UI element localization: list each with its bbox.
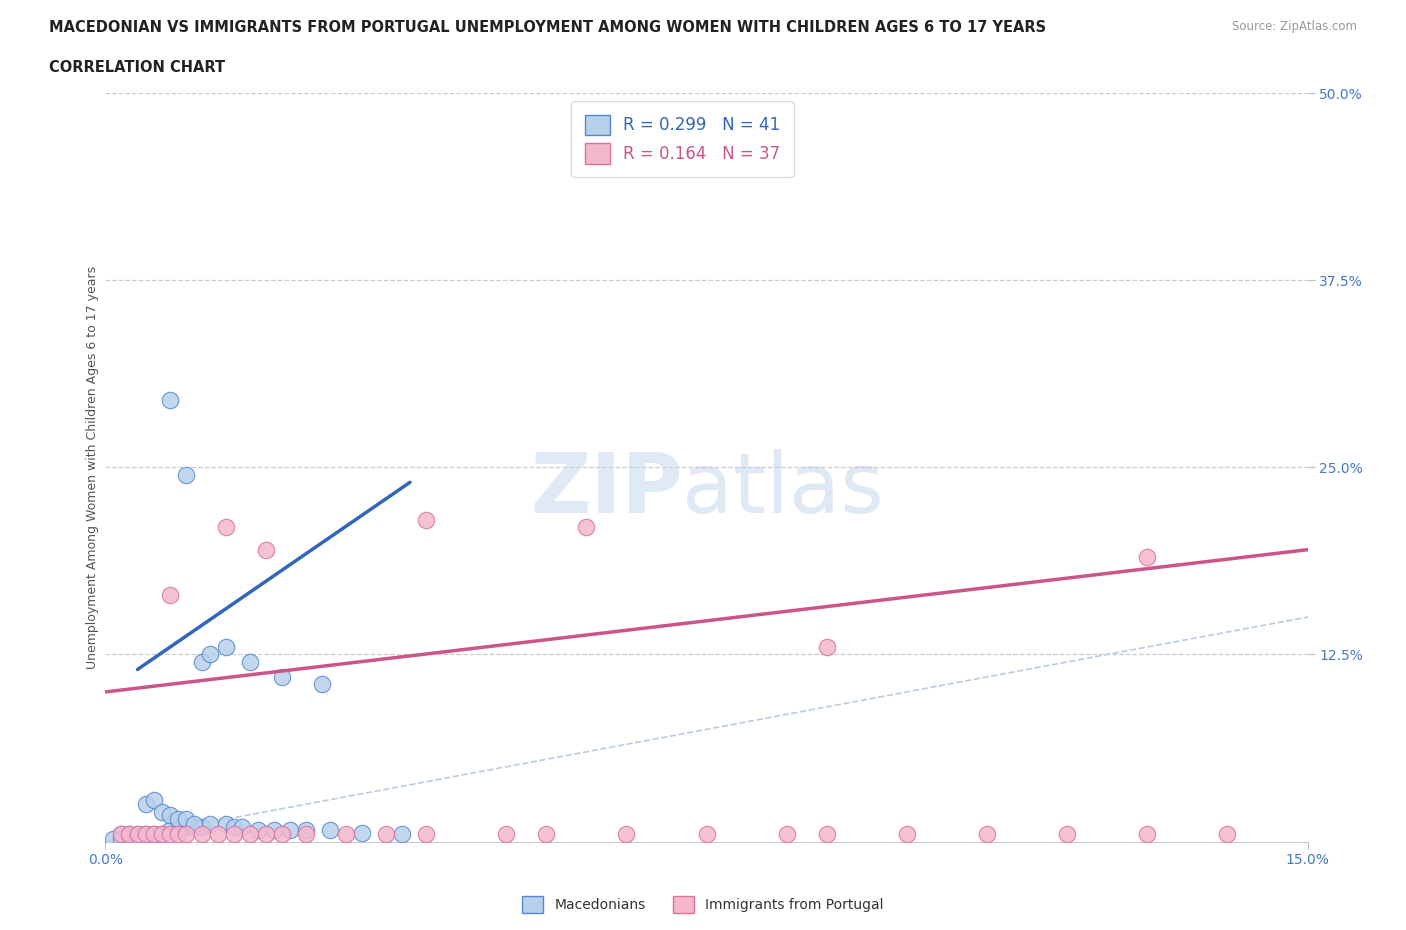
- Point: [135, 827, 157, 842]
- Point: [350, 825, 373, 840]
- Point: [135, 797, 157, 812]
- Point: [183, 819, 205, 834]
- Point: [976, 827, 998, 842]
- Text: CORRELATION CHART: CORRELATION CHART: [49, 60, 225, 75]
- Point: [214, 520, 236, 535]
- Point: [142, 827, 165, 842]
- Point: [110, 831, 132, 846]
- Point: [127, 830, 149, 844]
- Point: [142, 827, 165, 842]
- Point: [270, 670, 292, 684]
- Point: [815, 827, 838, 842]
- Point: [696, 827, 718, 842]
- Point: [174, 468, 197, 483]
- Point: [174, 827, 197, 842]
- Point: [295, 827, 318, 842]
- Point: [159, 822, 181, 837]
- Point: [127, 827, 149, 842]
- Point: [278, 822, 301, 837]
- Point: [534, 827, 557, 842]
- Point: [1216, 827, 1239, 842]
- Point: [254, 827, 277, 842]
- Point: [198, 817, 221, 831]
- Point: [166, 822, 188, 837]
- Point: [415, 827, 437, 842]
- Point: [214, 817, 236, 831]
- Point: [150, 827, 173, 842]
- Y-axis label: Unemployment Among Women with Children Ages 6 to 17 years: Unemployment Among Women with Children A…: [86, 266, 98, 669]
- Point: [896, 827, 918, 842]
- Point: [1056, 827, 1078, 842]
- Point: [391, 827, 413, 842]
- Point: [127, 827, 149, 842]
- Legend: Macedonians, Immigrants from Portugal: Macedonians, Immigrants from Portugal: [517, 890, 889, 919]
- Point: [118, 827, 141, 842]
- Point: [815, 640, 838, 655]
- Point: [231, 819, 253, 834]
- Point: [166, 812, 188, 827]
- Point: [1136, 550, 1159, 565]
- Point: [776, 827, 799, 842]
- Point: [174, 819, 197, 834]
- Text: MACEDONIAN VS IMMIGRANTS FROM PORTUGAL UNEMPLOYMENT AMONG WOMEN WITH CHILDREN AG: MACEDONIAN VS IMMIGRANTS FROM PORTUGAL U…: [49, 20, 1046, 35]
- Legend: R = 0.299   N = 41, R = 0.164   N = 37: R = 0.299 N = 41, R = 0.164 N = 37: [571, 101, 793, 177]
- Point: [190, 655, 212, 670]
- Point: [616, 827, 638, 842]
- Point: [311, 677, 333, 692]
- Point: [150, 827, 173, 842]
- Point: [239, 827, 262, 842]
- Point: [319, 822, 342, 837]
- Point: [159, 587, 181, 602]
- Text: atlas: atlas: [682, 449, 884, 530]
- Point: [159, 807, 181, 822]
- Point: [150, 804, 173, 819]
- Point: [246, 822, 269, 837]
- Point: [103, 831, 125, 846]
- Point: [295, 822, 318, 837]
- Point: [222, 819, 245, 834]
- Point: [110, 827, 132, 842]
- Point: [374, 827, 398, 842]
- Point: [1136, 827, 1159, 842]
- Point: [495, 827, 517, 842]
- Point: [118, 827, 141, 842]
- Point: [263, 822, 285, 837]
- Text: ZIP: ZIP: [530, 449, 682, 530]
- Point: [214, 640, 236, 655]
- Point: [166, 827, 188, 842]
- Point: [174, 812, 197, 827]
- Point: [183, 817, 205, 831]
- Point: [239, 655, 262, 670]
- Point: [222, 827, 245, 842]
- Point: [415, 512, 437, 527]
- Point: [575, 520, 598, 535]
- Point: [270, 827, 292, 842]
- Point: [335, 827, 357, 842]
- Point: [198, 647, 221, 662]
- Point: [159, 827, 181, 842]
- Point: [142, 792, 165, 807]
- Point: [159, 392, 181, 407]
- Point: [118, 830, 141, 844]
- Point: [190, 819, 212, 834]
- Point: [254, 542, 277, 557]
- Point: [190, 827, 212, 842]
- Point: [207, 827, 229, 842]
- Point: [110, 827, 132, 842]
- Text: Source: ZipAtlas.com: Source: ZipAtlas.com: [1232, 20, 1357, 33]
- Point: [135, 827, 157, 842]
